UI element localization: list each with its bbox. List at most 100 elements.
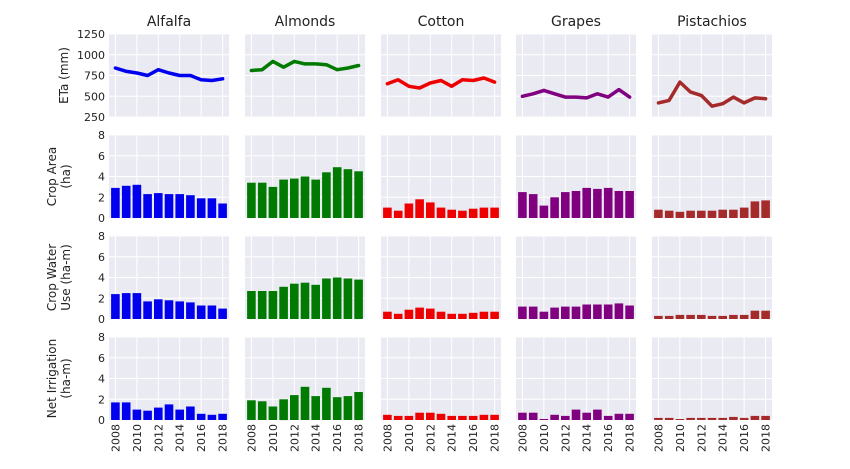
bar-grapes-2008 [518,306,527,319]
bar-grapes-2015 [593,188,602,218]
y-tick-label: 2 [98,191,105,204]
bar-almonds-2012 [290,178,299,218]
bar-alfalfa-2010 [132,409,142,420]
y-tick-label: 6 [98,352,105,365]
y-tick-label: 8 [98,331,105,344]
bar-grapes-2014 [582,304,591,319]
bar-alfalfa-2014 [175,409,184,420]
bar-grapes-2010 [539,205,549,218]
bar-almonds-2013 [300,386,310,420]
x-tick-label: 2010 [538,424,551,452]
bar-grapes-2013 [571,409,581,420]
bar-alfalfa-2016 [196,305,206,319]
bar-pistachios-2016 [739,417,749,420]
bar-pistachios-2018 [761,200,770,218]
bar-grapes-2011 [550,414,559,420]
bar-almonds-2013 [300,282,310,319]
bar-alfalfa-2014 [175,301,184,319]
bar-grapes-2010 [539,311,549,319]
bar-alfalfa-2013 [164,300,174,319]
bar-pistachios-2010 [675,211,685,218]
x-tick-label: 2014 [310,424,323,452]
x-tick-label: 2014 [174,424,187,452]
bar-almonds-2012 [290,395,299,420]
bar-grapes-2012 [561,306,570,319]
bar-alfalfa-2017 [207,198,217,218]
bar-alfalfa-2015 [186,406,195,420]
bar-almonds-2016 [332,397,342,420]
bar-cotton-2014 [447,209,456,218]
x-tick-label: 2016 [738,424,751,452]
bar-cotton-2012 [426,412,435,420]
bar-cotton-2018 [490,311,499,319]
bar-pistachios-2016 [739,207,749,218]
bar-cotton-2014 [447,313,456,319]
bar-almonds-2016 [332,277,342,319]
bar-grapes-2008 [518,192,527,218]
bar-pistachios-2017 [750,201,760,218]
bar-alfalfa-2012 [154,407,163,420]
bar-alfalfa-2009 [121,402,131,420]
bar-almonds-2014 [311,284,320,319]
bar-cotton-2014 [447,415,456,420]
bar-grapes-2011 [550,307,559,319]
bar-almonds-2016 [332,167,342,218]
row-label-0: ETa (mm) [57,47,71,104]
series-line-alfalfa [113,66,225,83]
bar-grapes-2014 [582,187,591,218]
bar-cotton-2013 [436,413,446,420]
bar-pistachios-2015 [729,314,738,319]
x-tick-label: 2010 [131,424,144,452]
bar-cotton-2012 [426,308,435,319]
bar-pistachios-2011 [686,314,695,319]
bar-pistachios-2014 [718,209,727,218]
bar-pistachios-2015 [729,416,738,420]
bar-cotton-2009 [393,415,403,420]
bar-alfalfa-2012 [154,299,163,319]
bar-pistachios-2017 [750,310,760,319]
bar-alfalfa-2018 [218,203,227,218]
bar-almonds-2010 [268,186,278,218]
crop-title-almonds: Almonds [275,14,336,30]
bar-cotton-2013 [436,207,446,218]
y-tick-label: 6 [98,150,105,163]
bar-pistachios-2011 [686,210,695,218]
bar-grapes-2010 [539,419,549,420]
bar-pistachios-2016 [739,314,749,319]
bar-grapes-2015 [593,304,602,319]
bar-cotton-2008 [383,414,392,420]
y-tick-label: 750 [84,70,105,83]
bar-alfalfa-2014 [175,194,184,218]
x-tick-label: 2016 [602,424,615,452]
bar-pistachios-2008 [654,417,663,420]
bar-pistachios-2008 [654,315,663,319]
bar-pistachios-2018 [761,310,770,319]
y-tick-label: 4 [98,272,105,285]
bar-alfalfa-2012 [154,193,163,218]
bar-grapes-2012 [561,415,570,420]
x-tick-label: 2014 [581,424,594,452]
bar-grapes-2009 [528,194,538,218]
y-tick-label: 0 [98,414,105,427]
bar-cotton-2017 [479,207,489,218]
bar-almonds-2015 [322,278,331,319]
bar-pistachios-2012 [697,417,706,420]
bar-alfalfa-2009 [121,185,131,218]
bar-almonds-2009 [257,291,267,319]
bar-cotton-2011 [415,199,424,218]
x-tick-label: 2012 [559,424,572,452]
x-tick-label: 2012 [288,424,301,452]
bar-cotton-2015 [458,210,467,218]
bar-cotton-2010 [404,203,414,218]
bar-almonds-2014 [311,179,320,218]
bar-grapes-2017 [614,191,624,218]
bar-cotton-2010 [404,415,414,420]
bar-almonds-2018 [354,392,363,420]
y-tick-label: 1250 [77,28,105,41]
x-tick-label: 2010 [267,424,280,452]
x-tick-label: 2016 [331,424,344,452]
y-tick-label: 6 [98,251,105,264]
bar-grapes-2018 [625,413,634,420]
bar-almonds-2011 [279,286,288,319]
